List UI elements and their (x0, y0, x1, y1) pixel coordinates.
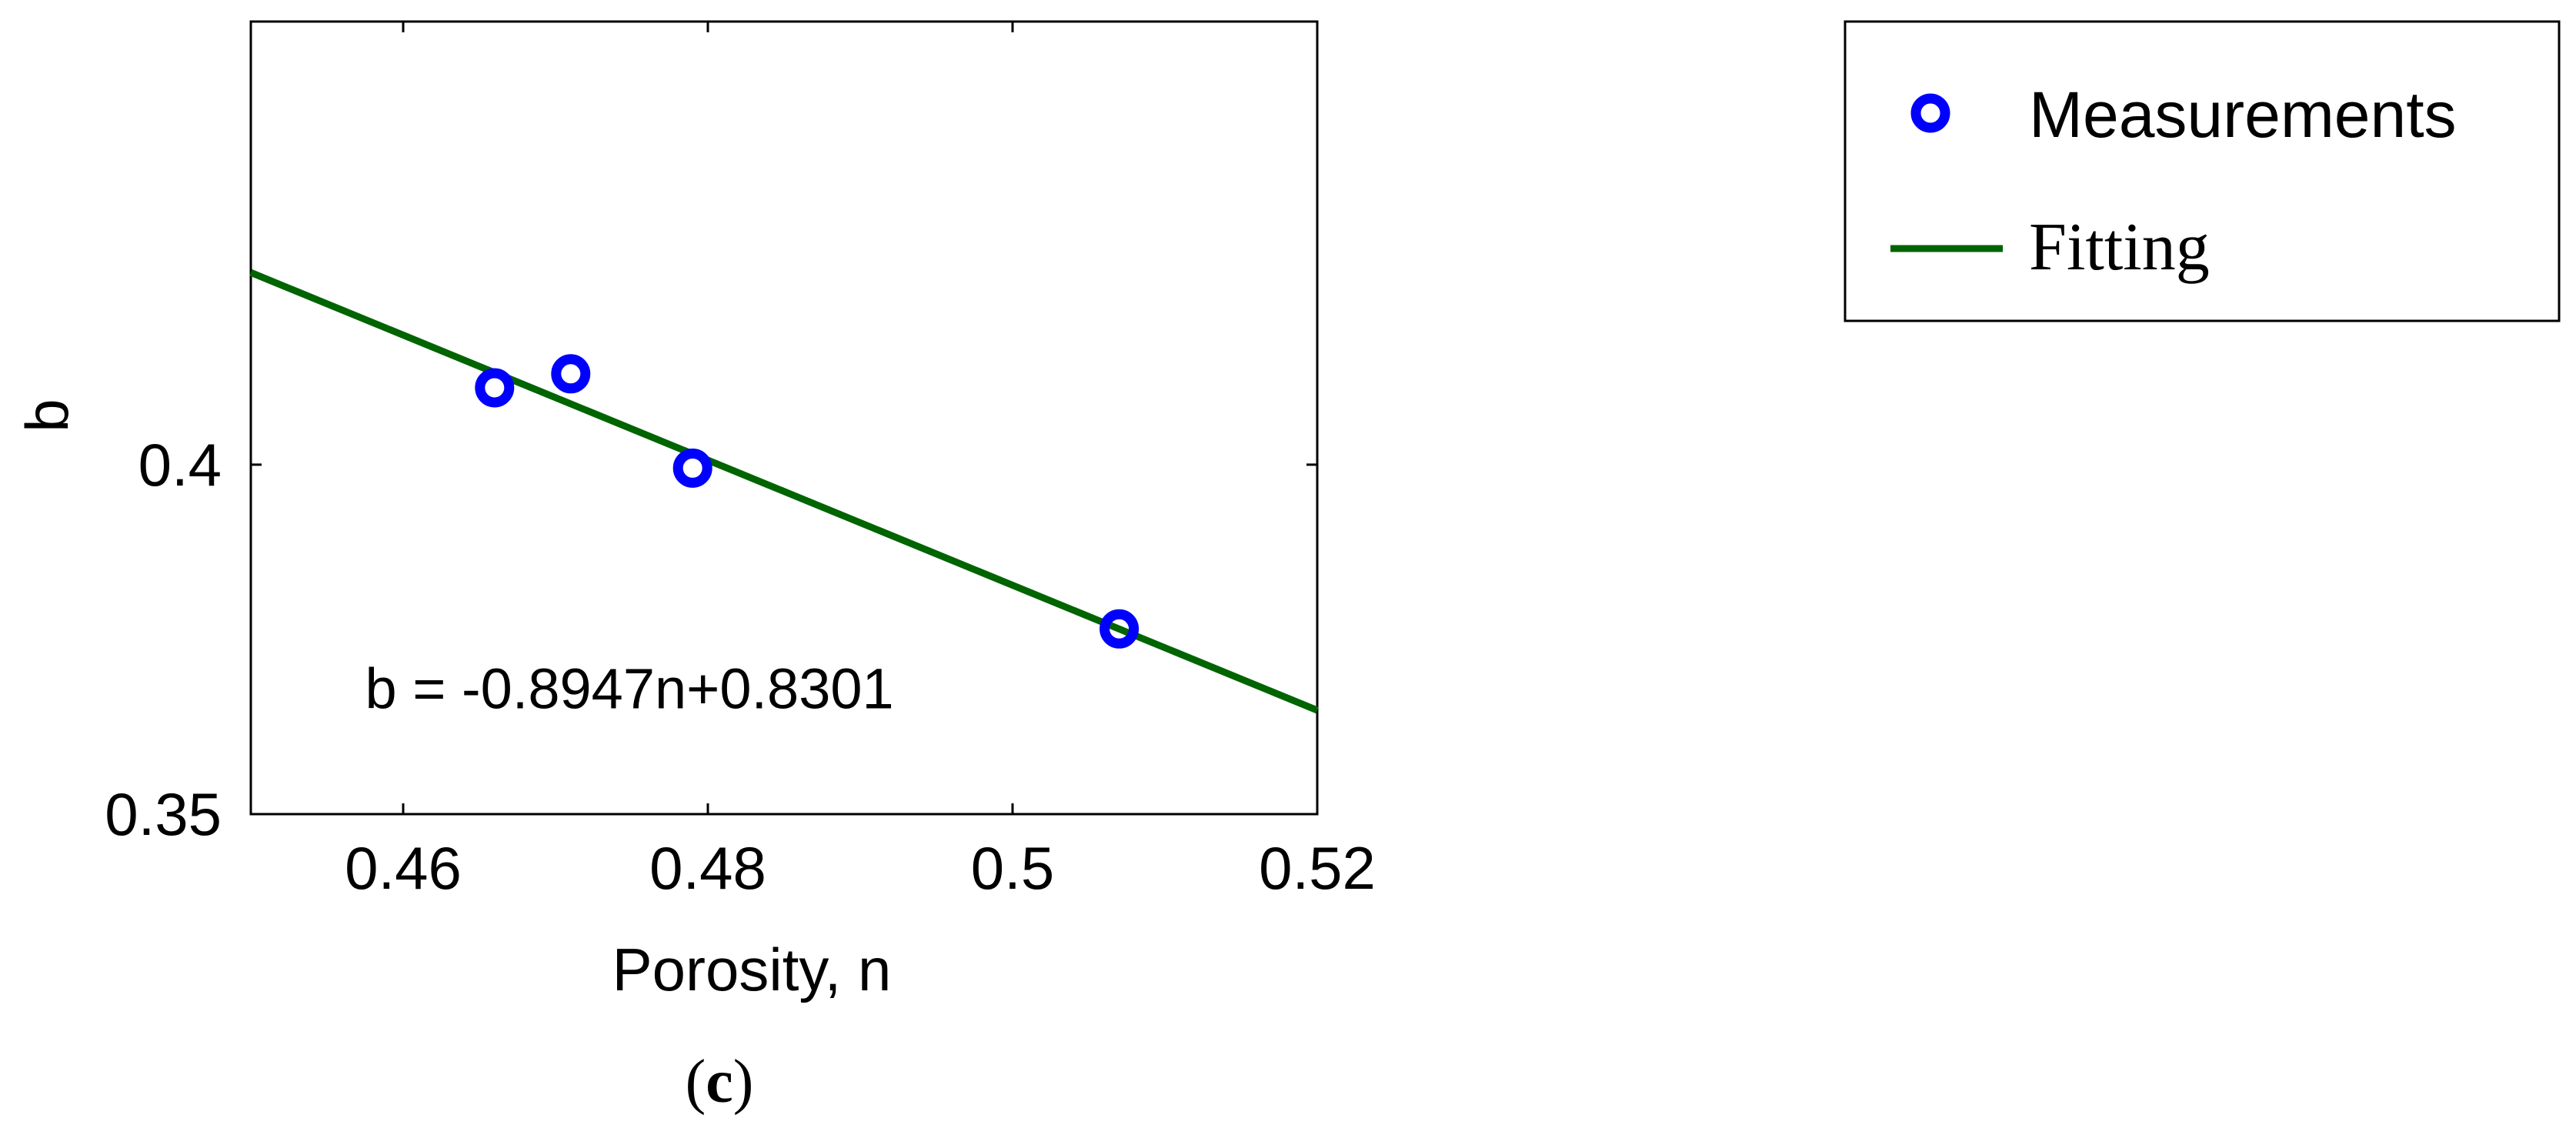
fitting-line (249, 269, 1319, 714)
figure-caption: (c) (686, 1048, 754, 1116)
legend-label-measurements: Measurements (2029, 78, 2457, 151)
legend-box (1844, 20, 2561, 322)
measurement-point (551, 354, 591, 394)
fit-equation-annotation: b = -0.8947n+0.8301 (365, 657, 894, 721)
x-tick-label: 0.46 (345, 834, 462, 902)
measurement-point (475, 368, 515, 408)
measurement-point (1099, 609, 1140, 649)
measurements-series (475, 354, 1140, 649)
fitting-series (249, 269, 1319, 714)
y-tick-label: 0.4 (138, 431, 222, 499)
y-tick-label: 0.35 (105, 780, 222, 848)
caption-letter: c (706, 1048, 733, 1116)
x-tick-label: 0.48 (649, 834, 766, 902)
x-tick-label: 0.52 (1259, 834, 1376, 902)
caption-open-paren: ( (686, 1048, 706, 1116)
x-tick-label: 0.5 (971, 834, 1054, 902)
x-axis-ticks (402, 22, 1319, 814)
plot-area-frame (249, 20, 1319, 816)
measurement-point (672, 448, 712, 488)
legend-label-fitting: Fitting (2029, 210, 2210, 285)
legend: Measurements Fitting (1844, 20, 2561, 322)
y-axis-label: b (13, 399, 81, 432)
caption-close-paren: ) (733, 1048, 754, 1116)
legend-marker-measurements (1910, 93, 1950, 133)
x-axis-label: Porosity, n (612, 936, 892, 1003)
y-axis-ticks (251, 463, 1317, 816)
